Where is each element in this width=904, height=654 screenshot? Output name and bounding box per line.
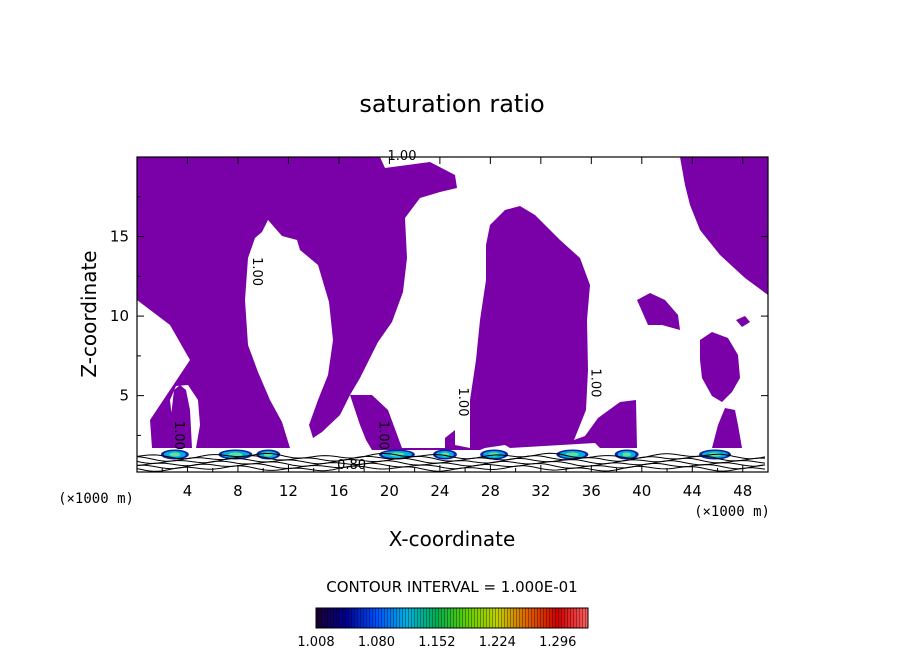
ground-contour-lines xyxy=(137,452,766,472)
ground-contour xyxy=(137,462,766,470)
supersaturated-regions xyxy=(137,157,768,450)
colorbar-tick-labels: 1.008 1.080 1.152 1.224 1.296 xyxy=(297,635,576,650)
contour-label: 1.00 xyxy=(249,257,264,286)
contour-label: 1.00 xyxy=(388,149,417,164)
x-axis-ticks: 4 8 12 16 20 24 28 32 36 40 44 48 xyxy=(161,157,752,500)
core-inner xyxy=(169,452,181,457)
y-tick-label: 5 xyxy=(119,387,129,405)
x-tick-label: 20 xyxy=(380,482,399,500)
plot-area xyxy=(137,157,768,472)
x-tick-label: 16 xyxy=(329,482,348,500)
chart-title: saturation ratio xyxy=(359,90,544,118)
y-tick-label: 10 xyxy=(110,307,129,325)
y-tick-label: 15 xyxy=(110,228,129,246)
core-inner xyxy=(622,452,632,457)
ground-contour xyxy=(137,465,766,472)
region-top-right xyxy=(680,157,768,295)
region-dot xyxy=(736,316,750,327)
y-axis-label: Z-coordinate xyxy=(77,250,101,377)
contour-labels: 1.00 1.00 1.00 1.00 1.00 1.00 0.80 xyxy=(171,149,602,473)
region-column-left xyxy=(152,385,192,448)
contour-label: 1.00 xyxy=(171,421,186,450)
x-tick-label: 28 xyxy=(481,482,500,500)
colorbar-tick-label: 1.152 xyxy=(418,635,455,650)
contour-interval-text: CONTOUR INTERVAL = 1.000E-01 xyxy=(326,578,577,596)
region-plume-left xyxy=(137,157,457,448)
x-tick-label: 32 xyxy=(531,482,550,500)
region-blob-right xyxy=(700,332,740,402)
region-column-right xyxy=(712,408,742,448)
x-tick-label: 44 xyxy=(683,482,702,500)
x-tick-label: 24 xyxy=(430,482,449,500)
x-tick-label: 36 xyxy=(582,482,601,500)
colorbar-tick-label: 1.008 xyxy=(297,635,334,650)
x-axis-label: X-coordinate xyxy=(389,527,516,551)
x-tick-label: 40 xyxy=(632,482,651,500)
ground-contour xyxy=(137,460,766,467)
region-blob-small xyxy=(637,293,680,330)
x-tick-label: 8 xyxy=(233,482,243,500)
colorbar-tick-label: 1.224 xyxy=(479,635,516,650)
y-unit-label: (×1000 m) xyxy=(58,491,134,507)
x-unit-label: (×1000 m) xyxy=(694,504,770,520)
colorbar-frame xyxy=(315,607,589,629)
contour-label: 1.00 xyxy=(587,368,602,397)
colorbar: 1.008 1.080 1.152 1.224 1.296 xyxy=(297,607,589,650)
colorbar-tick-label: 1.296 xyxy=(539,635,576,650)
colorbar-tick-label: 1.080 xyxy=(358,635,395,650)
contour-label: 1.00 xyxy=(375,421,390,450)
y-axis-ticks: 5 10 15 xyxy=(110,196,768,436)
contour-label: 0.80 xyxy=(337,458,366,473)
region-plume-mid xyxy=(350,206,637,450)
contour-label: 1.00 xyxy=(455,388,470,417)
core-inner xyxy=(228,452,243,457)
x-tick-label: 4 xyxy=(183,482,193,500)
core-inner xyxy=(565,452,579,457)
x-tick-label: 48 xyxy=(733,482,752,500)
plot-frame xyxy=(136,156,769,473)
x-tick-label: 12 xyxy=(279,482,298,500)
